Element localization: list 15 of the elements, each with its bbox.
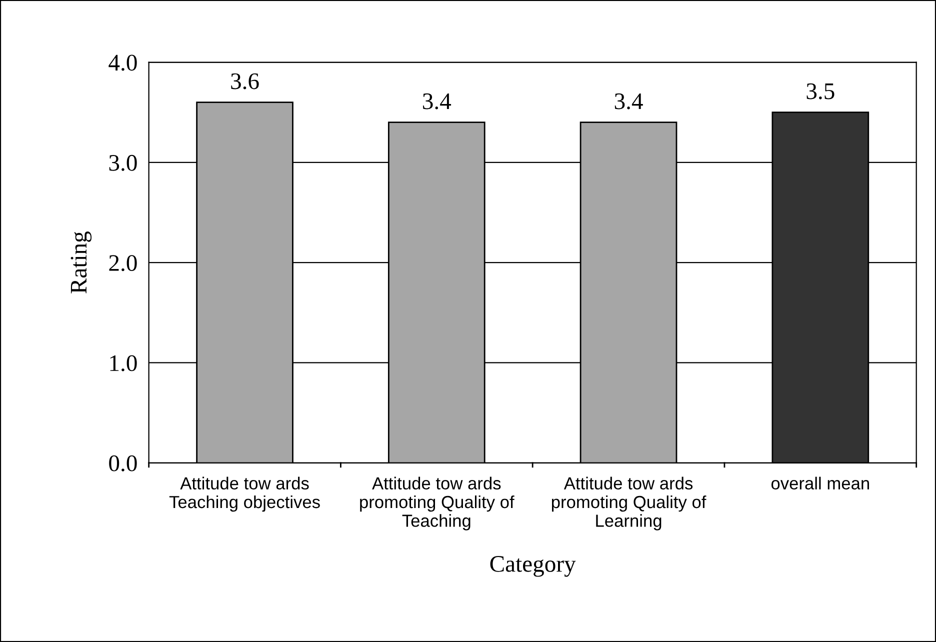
x-tick-label: overall mean: [771, 476, 869, 490]
x-tick-label: Attitude tow ards promoting Quality of Learning: [552, 476, 706, 530]
data-label: 3.4: [614, 93, 643, 110]
y-axis-title: Rating: [70, 232, 92, 294]
data-label: 3.4: [423, 93, 452, 110]
y-tick-label: 4.0: [108, 54, 137, 71]
data-label: 3.5: [806, 83, 834, 100]
data-label: 3.6: [231, 73, 259, 90]
y-tick-label: 3.0: [109, 154, 137, 171]
y-tick-label: 1.0: [110, 355, 137, 372]
x-tick-label: Attitude tow ards Teaching objectives: [169, 476, 320, 512]
y-tick-label: 0.0: [109, 455, 137, 472]
y-tick-label: 2.0: [109, 255, 137, 272]
x-tick-label: Attitude tow ards promoting Quality of Teaching: [360, 476, 514, 530]
x-axis-title: Category: [490, 556, 576, 577]
